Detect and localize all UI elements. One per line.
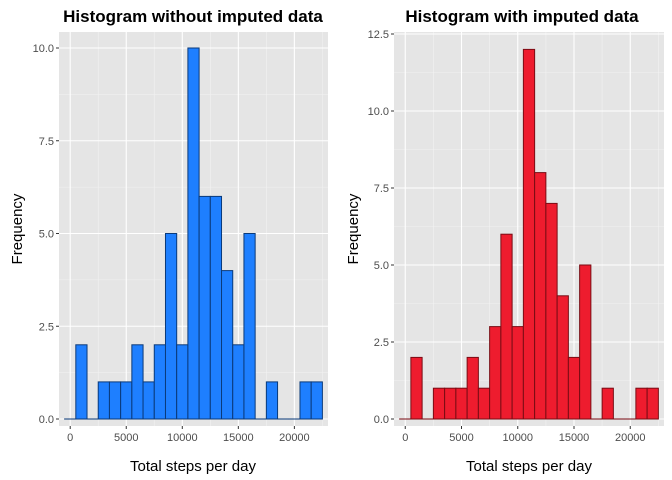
histogram-bar [176,344,189,420]
histogram-bar [511,326,524,420]
left-chart: Histogram without imputed data 0.0 2.5 5.0… [9,7,328,475]
left-bars [64,47,323,420]
histogram-bar [221,270,234,420]
left-y-axis: 0.0 2.5 5.0 7.5 10.0 [33,43,59,426]
histogram-bar [265,381,279,420]
histogram-bar [579,264,592,420]
histogram-bar [455,387,468,420]
x-tick-label: 15000 [559,432,590,444]
histogram-bar [601,387,614,420]
histogram-bar [556,295,569,420]
right-y-axis-title: Frequency [345,193,362,264]
right-y-axis: 0.0 2.5 5.0 7.5 10.0 12.5 [368,29,394,426]
y-tick-label: 0.0 [374,414,389,426]
histogram-bar [466,356,479,420]
histogram-bar [432,387,446,420]
x-tick-label: 20000 [279,432,310,444]
histogram-bar [646,387,659,420]
histogram-bar [164,233,178,420]
y-tick-label: 2.5 [374,337,389,349]
right-x-axis: 0 5000 10000 15000 20000 [402,426,646,444]
left-x-axis: 0 5000 10000 15000 20000 [67,426,310,444]
histogram-bar [567,356,581,420]
histogram-bar [243,233,256,420]
x-tick-label: 0 [67,432,73,444]
right-bars [399,48,659,420]
left-chart-title: Histogram without imputed data [63,7,323,26]
histogram-bar [489,326,502,420]
histogram-bar [209,195,223,420]
histogram-bar [534,172,547,420]
y-tick-label: 7.5 [39,136,54,148]
right-chart-title: Histogram with imputed data [405,7,639,26]
histogram-bar [232,344,245,420]
histogram-bar [120,381,133,420]
histogram-bar [299,381,312,420]
histogram-bar [153,344,166,420]
histogram-bar [131,344,144,420]
y-tick-label: 12.5 [368,29,389,41]
x-tick-label: 15000 [223,432,254,444]
histogram-bar [198,195,211,420]
y-tick-label: 0.0 [39,414,54,426]
right-x-axis-title: Total steps per day [466,458,592,475]
x-tick-label: 10000 [167,432,198,444]
histogram-bar [500,233,513,420]
x-tick-label: 0 [402,432,408,444]
histogram-bar [635,387,648,420]
histogram-bar [75,344,88,420]
histogram-bar [108,381,122,420]
histogram-bar [97,381,110,420]
x-tick-label: 20000 [615,432,646,444]
y-tick-label: 7.5 [374,183,389,195]
histogram-bar [522,48,536,420]
x-tick-label: 5000 [114,432,138,444]
histogram-bar [477,387,491,420]
x-tick-label: 10000 [502,432,533,444]
histogram-bar [410,356,423,420]
left-y-axis-title: Frequency [9,193,26,264]
y-tick-label: 5.0 [374,260,389,272]
y-tick-label: 10.0 [368,106,389,118]
histogram-bar [444,387,457,420]
y-tick-label: 2.5 [39,321,54,333]
histogram-bar [187,47,200,420]
y-tick-label: 10.0 [33,43,54,55]
right-chart: Histogram with imputed data 0.0 2.5 5.0 7.5… [345,7,664,475]
left-x-axis-title: Total steps per day [130,458,256,475]
x-tick-label: 5000 [449,432,473,444]
y-tick-label: 5.0 [39,229,54,241]
histogram-bar [310,381,323,420]
histogram-bar [545,202,558,420]
histogram-bar [142,381,155,420]
